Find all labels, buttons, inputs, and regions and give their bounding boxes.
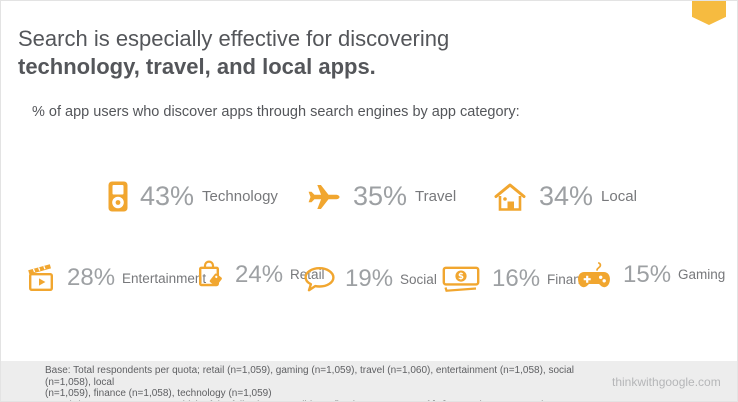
base-note: Base: Total respondents per quota; retai…	[45, 365, 575, 400]
survey-note: Google/Ipsos Survey Q11. In which of the…	[45, 400, 565, 401]
banknote-icon: $	[442, 266, 482, 293]
stat-entertainment: 28% Entertainment	[27, 263, 206, 293]
speech-bubble-icon	[304, 266, 335, 292]
stat-value: 28%	[67, 264, 116, 291]
source-note: Base: Total respondents per quota; retai…	[45, 365, 585, 401]
house-icon	[493, 182, 527, 212]
stat-value: 15%	[623, 260, 672, 288]
stat-technology: 43% Technology	[108, 181, 278, 212]
stat-value: 34%	[539, 181, 594, 211]
stat-label: Local	[601, 188, 637, 205]
stat-local: 34% Local	[493, 181, 637, 212]
airplane-icon	[307, 182, 341, 212]
stat-label: Gaming	[678, 267, 726, 282]
stat-value: 35%	[353, 181, 408, 211]
bookmark-ribbon-icon	[692, 1, 726, 25]
stat-travel: 35% Travel	[307, 181, 456, 212]
footer: Base: Total respondents per quota; retai…	[1, 361, 737, 401]
stat-gaming: 15% Gaming	[576, 259, 725, 290]
title-line1: Search is especially effective for disco…	[18, 26, 450, 51]
chart-subtitle: % of app users who discover apps through…	[32, 104, 520, 120]
page-title: Search is especially effective for disco…	[18, 25, 449, 81]
music-player-icon	[108, 181, 128, 212]
stat-value: 24%	[235, 260, 284, 288]
shopping-bag-icon	[198, 259, 225, 290]
stat-finance: $ 16% Finance	[442, 265, 595, 293]
svg-text:$: $	[458, 272, 464, 282]
thinkwithgoogle-link[interactable]: thinkwithgoogle.com	[612, 375, 721, 389]
stat-value: 43%	[140, 181, 195, 211]
clapperboard-icon	[27, 263, 57, 293]
title-line2: technology, travel, and local apps.	[18, 54, 376, 79]
stat-label: Travel	[415, 188, 457, 205]
game-controller-icon	[576, 259, 613, 290]
stat-label: Technology	[202, 188, 278, 205]
stat-label: Social	[400, 271, 437, 287]
stat-social: 19% Social	[304, 265, 437, 293]
stat-value: 19%	[345, 265, 394, 292]
stat-value: 16%	[492, 265, 541, 292]
stat-label: Entertainment	[122, 270, 207, 286]
